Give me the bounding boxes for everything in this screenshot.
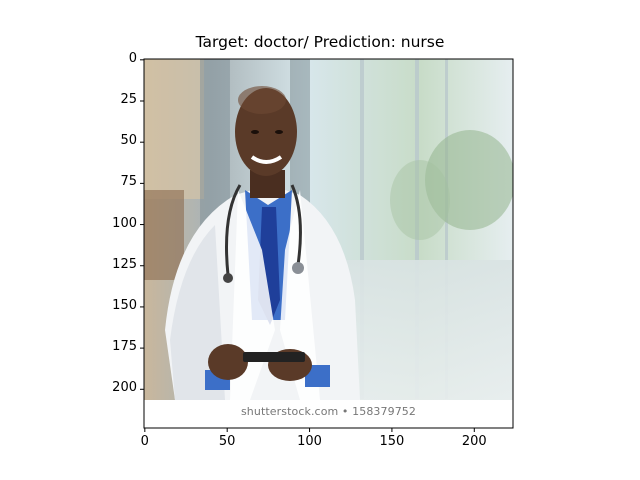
y-tick-label: 50 (120, 133, 137, 149)
x-tick-label: 150 (379, 434, 405, 449)
y-tick-label: 100 (112, 215, 137, 231)
y-tick-label: 125 (112, 256, 137, 272)
x-tick-label: 200 (461, 434, 487, 449)
chart-title: Target: doctor/ Prediction: nurse (195, 33, 445, 51)
y-tick-label: 75 (120, 174, 137, 190)
photo-image (144, 59, 513, 428)
y-tick-label: 0 (128, 50, 137, 66)
x-tick-label: 50 (218, 434, 236, 449)
x-tick-label: 0 (140, 434, 149, 449)
watermark-text: shutterstock.com • 158379752 (240, 405, 417, 418)
axes-frame (143, 58, 514, 429)
axis-ticks (140, 59, 475, 432)
y-tick-label: 25 (120, 92, 137, 107)
y-tick-label: 200 (112, 380, 137, 396)
x-tick-label: 100 (297, 434, 322, 449)
y-tick-label: 150 (112, 297, 137, 313)
y-tick-label: 175 (112, 339, 137, 355)
